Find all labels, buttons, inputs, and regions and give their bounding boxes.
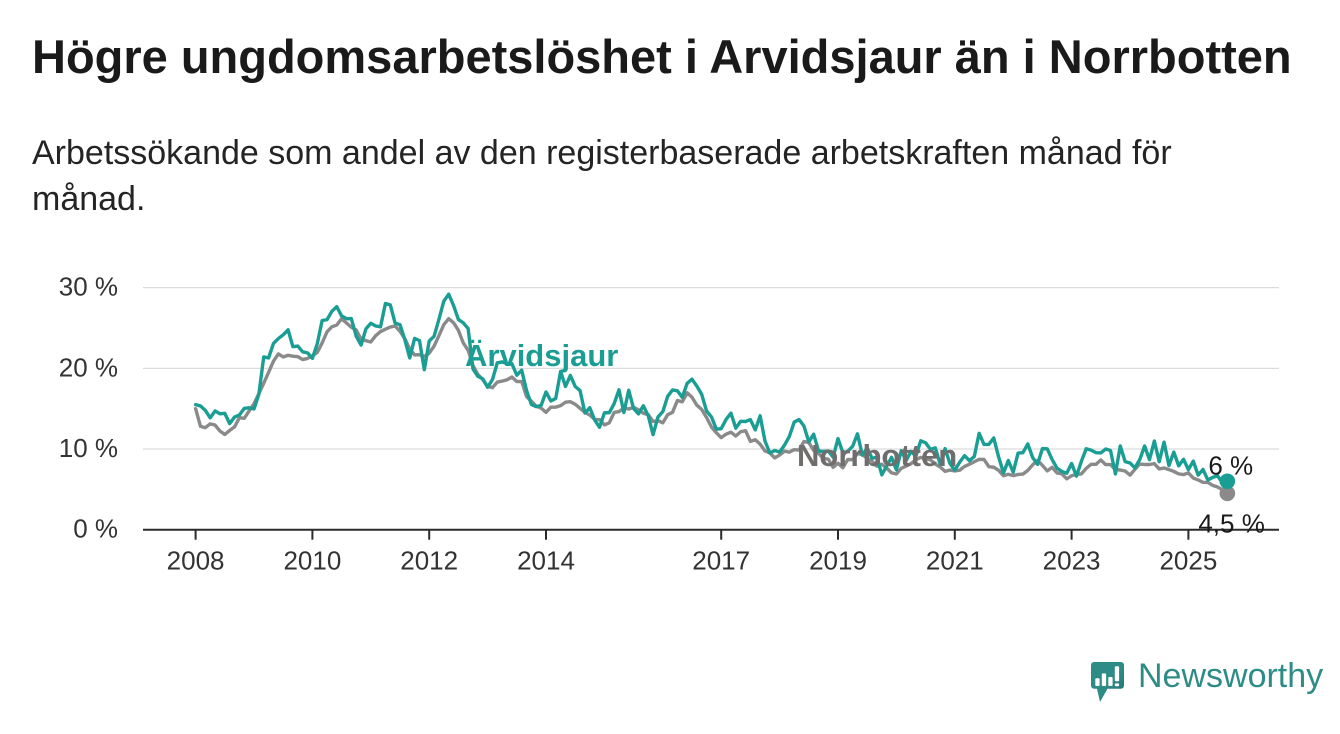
svg-text:6 %: 6 %: [1208, 450, 1253, 480]
svg-text:20 %: 20 %: [59, 352, 118, 382]
svg-text:Norrbotten: Norrbotten: [797, 438, 957, 473]
svg-text:2008: 2008: [167, 546, 225, 576]
svg-text:2014: 2014: [517, 546, 575, 576]
svg-text:2012: 2012: [400, 546, 458, 576]
svg-text:Ärvidsjaur: Ärvidsjaur: [465, 338, 618, 373]
svg-text:30 %: 30 %: [59, 272, 118, 302]
svg-text:2021: 2021: [926, 546, 984, 576]
svg-text:0 %: 0 %: [73, 514, 118, 544]
svg-text:4,5 %: 4,5 %: [1198, 508, 1265, 538]
svg-text:10 %: 10 %: [59, 433, 118, 463]
svg-text:2010: 2010: [283, 546, 341, 576]
svg-text:2019: 2019: [809, 546, 867, 576]
svg-text:2025: 2025: [1159, 546, 1217, 576]
svg-text:2017: 2017: [692, 546, 750, 576]
svg-text:2023: 2023: [1043, 546, 1101, 576]
